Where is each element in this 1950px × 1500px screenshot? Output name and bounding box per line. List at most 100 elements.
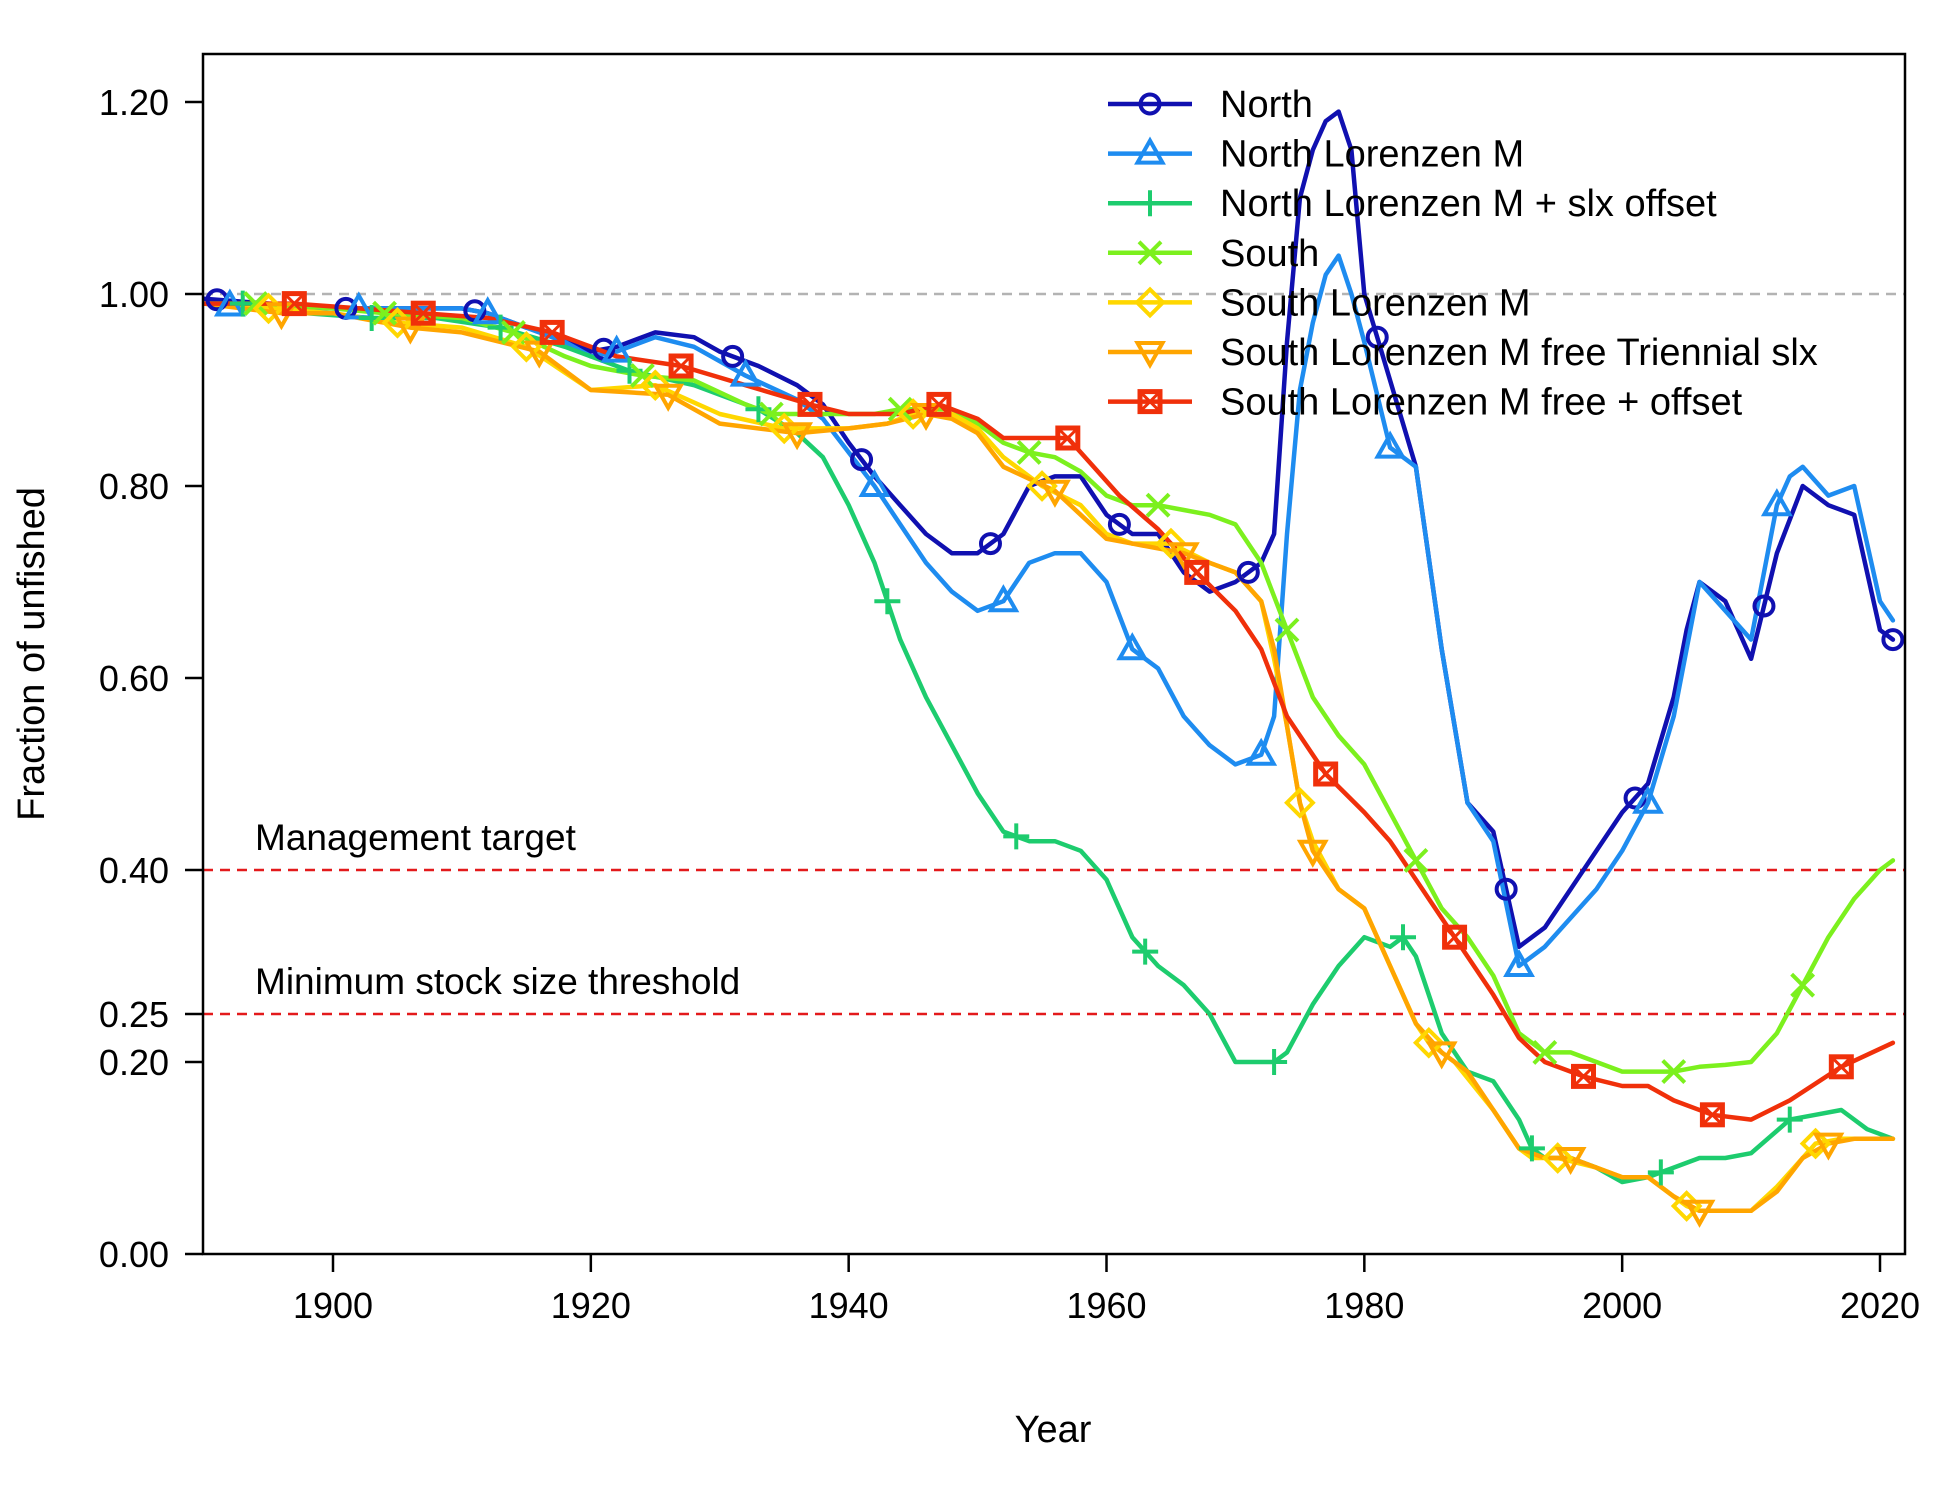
legend-marker [1137, 190, 1163, 217]
series-point [410, 300, 436, 326]
series-point [1790, 972, 1816, 998]
y-tick-label: 1.00 [99, 274, 169, 315]
series-point [1055, 425, 1081, 451]
x-tick-label: 2020 [1840, 1285, 1920, 1326]
series-line [203, 253, 1896, 969]
legend-item: South [1108, 233, 1319, 275]
legend-label: North Lorenzen M [1220, 134, 1524, 176]
series-point [1038, 479, 1071, 508]
series-point [1752, 594, 1776, 618]
series-line [203, 109, 1896, 950]
series-point [523, 340, 556, 369]
x-tick-label: 1980 [1324, 1285, 1404, 1326]
series-point [1683, 1199, 1716, 1228]
legend-label: South Lorenzen M free Triennial slx [1220, 332, 1818, 374]
legend-marker [1134, 341, 1166, 370]
series-point [1570, 1063, 1596, 1089]
legend-label: South Lorenzen M free + offset [1220, 382, 1743, 424]
series-point [858, 468, 891, 497]
series-point [1003, 823, 1030, 850]
legend-label: South [1220, 233, 1319, 275]
legend-item: South Lorenzen M [1108, 282, 1531, 324]
y-tick-label: 0.20 [99, 1042, 169, 1083]
series-point [1812, 1132, 1845, 1161]
series-point [897, 398, 929, 430]
legend-label: North Lorenzen M + slx offset [1220, 183, 1717, 225]
legend-marker [1134, 286, 1166, 319]
series-point [1647, 1159, 1674, 1186]
legend-marker [1138, 92, 1162, 116]
series-point [978, 532, 1002, 556]
x-axis-title: Year [1015, 1409, 1092, 1451]
series-point [1532, 1039, 1558, 1065]
legend-item: North [1108, 84, 1313, 126]
series-point [1274, 617, 1300, 643]
series-point [668, 353, 694, 379]
series-point [887, 396, 913, 422]
x-tick-label: 1960 [1066, 1285, 1146, 1326]
x-tick-label: 1920 [551, 1285, 631, 1326]
series-point [1107, 512, 1131, 536]
series-point [1296, 839, 1329, 868]
y-tick-label: 0.25 [99, 994, 169, 1035]
series-point [1374, 430, 1407, 459]
series-point [1799, 1127, 1832, 1160]
reference-annotations: Management target Minimum stock size thre… [255, 817, 740, 1002]
series-point [1503, 948, 1535, 977]
series-point [1518, 1135, 1545, 1162]
legend: North North Lorenzen M North Lorenzen M + … [1108, 84, 1818, 424]
series-point [1699, 1102, 1725, 1128]
legend-marker [1134, 136, 1166, 165]
series-point [1365, 325, 1389, 349]
series-point [1442, 924, 1468, 950]
series-point [1661, 1059, 1687, 1085]
series-point [797, 391, 823, 417]
legend-item: North Lorenzen M + slx offset [1108, 183, 1717, 225]
series-point [372, 300, 397, 326]
series-point [1116, 632, 1149, 661]
y-tick-label: 0.60 [99, 658, 169, 699]
legend-item: North Lorenzen M [1108, 134, 1524, 176]
series-point [1776, 1106, 1803, 1133]
series-point [629, 363, 655, 389]
series-point [1390, 924, 1417, 951]
series-point [1412, 1026, 1445, 1059]
reference-line-label: Management target [255, 817, 577, 858]
series-point [721, 344, 745, 368]
y-tick-label: 1.20 [99, 82, 169, 123]
series-point [1494, 877, 1518, 901]
series-point [850, 448, 874, 472]
series-point [874, 588, 901, 615]
series-point [1261, 1049, 1288, 1075]
reference-line-label: Minimum stock size threshold [255, 961, 740, 1002]
series-point [1541, 1142, 1574, 1174]
series-point [1184, 559, 1210, 585]
series-point [1403, 847, 1429, 873]
series-point [1284, 786, 1316, 819]
legend-marker [1137, 240, 1163, 266]
series-point [471, 296, 504, 325]
series-point [1167, 542, 1200, 571]
x-tick-label: 1940 [809, 1285, 889, 1326]
plot-frame [201, 52, 1907, 1256]
series-point [229, 290, 256, 317]
series-point [1145, 492, 1171, 518]
x-tick-label: 2000 [1582, 1285, 1662, 1326]
legend-label: North [1220, 84, 1313, 126]
y-axis-title: Fraction of unfished [11, 487, 53, 821]
series-point [281, 291, 307, 317]
series-point [1425, 1041, 1458, 1070]
legend-label: South Lorenzen M [1220, 282, 1531, 324]
series-point [394, 316, 427, 345]
series-point [652, 383, 685, 412]
series-point [1760, 488, 1793, 517]
series-point [1236, 560, 1260, 584]
reference-lines [203, 292, 1905, 1016]
series-point [781, 422, 814, 451]
series-point [926, 391, 952, 417]
series-point [600, 334, 633, 363]
y-tick-label: 0.40 [99, 850, 169, 891]
series-point [1881, 628, 1905, 652]
series-point [729, 358, 762, 387]
